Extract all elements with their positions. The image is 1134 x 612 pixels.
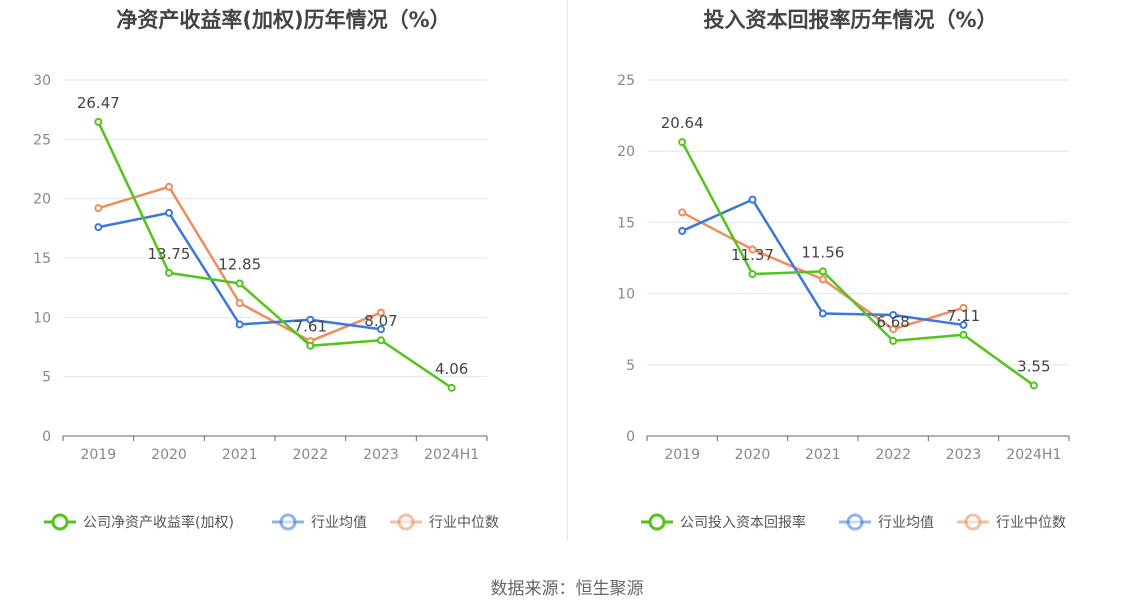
roe-chart-panel: 净资产收益率(加权)历年情况（%） 0 5 10 15 20 25 30 2019 2020 20…: [0, 0, 567, 545]
y-tick-label: 5: [626, 358, 635, 374]
legend-label[interactable]: 行业中位数: [429, 515, 499, 531]
data-point: [889, 310, 898, 319]
data-label: 4.06: [435, 360, 468, 378]
chart-title: 投入资本回报率历年情况（%）: [703, 8, 998, 32]
y-tick-label: 20: [617, 144, 635, 160]
data-label: 12.85: [218, 256, 261, 274]
legend-marker: [51, 513, 69, 531]
data-point: [377, 325, 385, 334]
x-tick-label: 2024H1: [424, 447, 479, 463]
series-line: [97, 121, 453, 389]
x-tick-label: 2021: [805, 447, 841, 463]
data-point: [959, 320, 968, 329]
x-tick-label: 2020: [151, 447, 187, 463]
legend-label[interactable]: 行业中位数: [996, 515, 1066, 531]
legend-marker: [397, 513, 415, 531]
series-line: [681, 141, 1035, 387]
panel-divider: [567, 0, 568, 540]
legend-marker: [846, 513, 864, 531]
roic-chart-panel: 投入资本回报率历年情况（%） 0 5 10 15 20 25 2019 2020 2021 202…: [567, 0, 1134, 545]
data-point: [377, 308, 385, 317]
y-tick-label: 30: [33, 73, 51, 89]
data-point: [748, 195, 757, 204]
x-tick-label: 2022: [293, 447, 329, 463]
data-label: 7.61: [294, 318, 327, 336]
x-tick-label: 2021: [222, 447, 258, 463]
data-point: [306, 315, 315, 324]
data-label: 6.68: [876, 313, 909, 331]
data-point: [377, 336, 385, 345]
series-line: [681, 198, 964, 327]
y-tick-label: 10: [617, 287, 635, 303]
data-point: [94, 117, 103, 126]
data-point: [889, 336, 898, 345]
data-point: [447, 383, 456, 392]
x-tick-label: 2023: [363, 447, 399, 463]
data-point: [818, 275, 827, 284]
data-point: [818, 267, 827, 276]
roic-chart: 0 5 10 15 20 25 2019 2020 2021 2022 2023 2024H1 20.6…: [617, 73, 1070, 531]
y-tick-label: 25: [33, 132, 51, 148]
legend-label[interactable]: 公司净资产收益率(加权): [83, 514, 234, 531]
data-label: 8.07: [364, 312, 397, 330]
data-point: [889, 325, 898, 334]
legend-marker: [964, 513, 982, 531]
legend-label[interactable]: 行业均值: [878, 515, 934, 531]
y-tick-label: 0: [42, 429, 51, 445]
roe-chart: 0 5 10 15 20 25 30 2019 2020 2021 2022 2023 2024H1 26…: [33, 73, 499, 531]
data-point: [678, 226, 687, 235]
data-point: [235, 320, 244, 329]
y-tick-label: 5: [42, 370, 51, 386]
data-label: 3.55: [1017, 357, 1050, 375]
data-point: [818, 309, 827, 318]
data-point: [235, 279, 244, 288]
x-tick-label: 2019: [81, 447, 117, 463]
data-point: [165, 268, 173, 277]
data-point: [748, 245, 757, 254]
data-point: [1029, 381, 1038, 390]
legend-label[interactable]: 公司投入资本回报率: [680, 514, 806, 531]
x-tick-label: 2020: [735, 447, 771, 463]
y-tick-label: 15: [33, 251, 51, 267]
data-point: [748, 270, 757, 279]
data-point: [678, 138, 687, 147]
data-label: 20.64: [661, 114, 704, 132]
y-tick-label: 0: [626, 429, 635, 445]
data-point: [678, 208, 687, 217]
data-point: [959, 303, 968, 312]
legend-label[interactable]: 行业均值: [311, 515, 367, 531]
legend-marker: [279, 513, 297, 531]
y-tick-label: 20: [33, 192, 51, 208]
data-point: [94, 223, 103, 232]
x-tick-label: 2019: [664, 447, 700, 463]
data-label: 7.11: [947, 307, 980, 325]
data-label: 11.56: [801, 243, 844, 261]
data-point: [959, 330, 968, 339]
y-tick-label: 15: [617, 215, 635, 231]
x-tick-label: 2022: [875, 447, 911, 463]
data-label: 11.37: [731, 246, 774, 264]
chart-title: 净资产收益率(加权)历年情况（%）: [116, 8, 451, 32]
legend-marker: [648, 513, 666, 531]
x-tick-label: 2024H1: [1006, 447, 1061, 463]
y-tick-label: 25: [617, 73, 635, 89]
data-label: 26.47: [77, 94, 120, 112]
data-point: [235, 299, 244, 308]
y-tick-label: 10: [33, 310, 51, 326]
data-point: [165, 182, 173, 191]
data-point: [306, 341, 315, 350]
data-point: [165, 208, 173, 217]
data-point: [94, 204, 103, 213]
data-source: 数据来源：恒生聚源: [490, 579, 644, 599]
data-label: 13.75: [148, 245, 191, 263]
x-tick-label: 2023: [946, 447, 982, 463]
